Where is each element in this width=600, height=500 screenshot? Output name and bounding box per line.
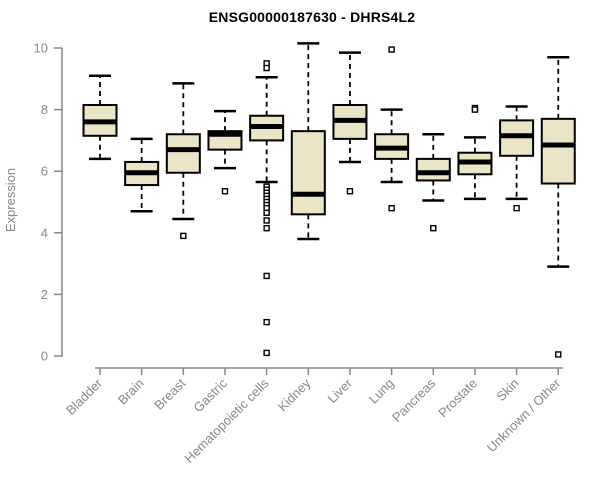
boxplot-brain (124, 137, 160, 213)
x-tick-label-bladder: Bladder (63, 375, 106, 418)
x-tick-label-breast: Breast (151, 375, 188, 412)
outlier-point (263, 318, 270, 326)
outlier-point (263, 272, 270, 280)
iqr-box (290, 130, 326, 216)
x-tick-label-unknown-other: Unknown / Other (484, 375, 564, 455)
x-tick-label-pancreas: Pancreas (389, 375, 439, 425)
outlier-point (180, 232, 187, 240)
y-tick-label: 6 (41, 164, 48, 179)
outlier-point (263, 349, 270, 357)
boxplot-pancreas (415, 132, 451, 232)
boxplot-bladder (82, 74, 118, 161)
outlier-point (430, 224, 437, 232)
boxplot-hematopoietic-cells (249, 60, 285, 357)
outlier-point (263, 209, 270, 216)
boxplot-liver (332, 51, 368, 195)
x-tick-label-gastric: Gastric (190, 375, 230, 415)
iqr-box (415, 157, 451, 182)
x-tick-label-kidney: Kidney (275, 375, 314, 414)
outlier-point (471, 106, 479, 113)
outlier-point (388, 46, 395, 53)
iqr-box (165, 133, 201, 174)
outlier-point (263, 224, 270, 232)
chart-title: ENSG00000187630 - DHRS4L2 (208, 9, 416, 25)
outlier-point (221, 188, 229, 195)
y-tick-label: 8 (41, 102, 48, 117)
y-axis-title: Expression (3, 168, 18, 232)
boxplot-skin (499, 105, 535, 212)
outlier-point (346, 188, 354, 195)
outlier-point (555, 351, 562, 358)
y-tick-label: 2 (41, 287, 48, 302)
y-tick-label: 10 (34, 41, 48, 56)
x-tick-label-skin: Skin (493, 376, 521, 404)
outlier-point (263, 64, 270, 72)
y-tick-label: 0 (41, 349, 48, 364)
iqr-box (540, 117, 576, 185)
x-tick-label-liver: Liver (325, 375, 356, 406)
outlier-point (513, 204, 520, 212)
boxplot-lung (374, 46, 410, 212)
outlier-point (388, 204, 395, 212)
boxplot-gastric (207, 109, 243, 195)
boxplot-prostate (457, 104, 493, 201)
x-tick-label-brain: Brain (115, 376, 147, 408)
boxplot-unknown-other (540, 55, 576, 358)
x-tick-label-prostate: Prostate (435, 376, 480, 421)
outlier-point (263, 217, 270, 224)
boxplot-breast (165, 82, 201, 240)
x-tick-label-lung: Lung (366, 376, 397, 407)
boxplot-kidney (290, 42, 326, 241)
y-tick-label: 4 (41, 225, 48, 240)
